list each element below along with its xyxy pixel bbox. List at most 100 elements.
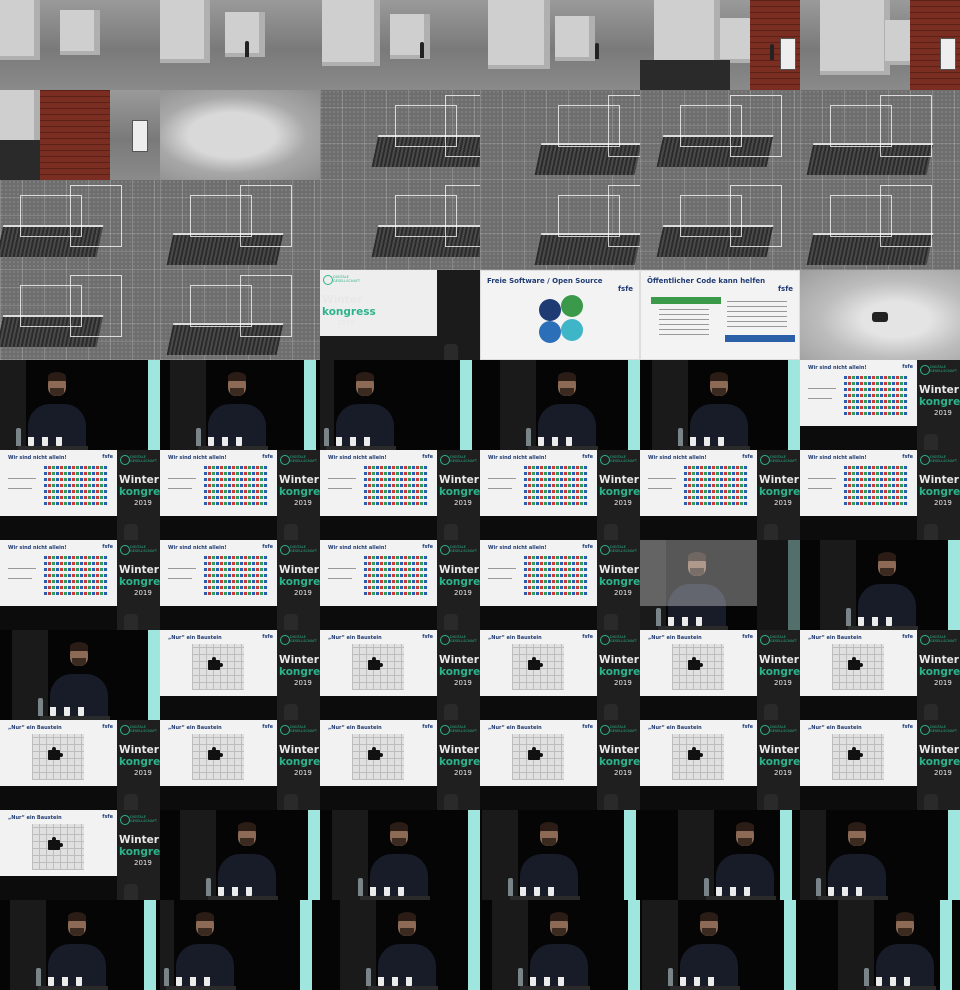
event-org-text: DIGITALE GESELLSCHAFT bbox=[290, 725, 318, 733]
event-org-text: DIGITALE GESELLSCHAFT bbox=[770, 725, 798, 733]
video-frame-tile bbox=[320, 0, 480, 90]
logo-row bbox=[44, 496, 108, 499]
event-year: 2019 bbox=[614, 769, 632, 777]
cup bbox=[406, 977, 412, 986]
event-word-bottom: kongress bbox=[919, 666, 960, 678]
lectern bbox=[866, 986, 936, 990]
logo-row bbox=[844, 484, 908, 487]
text-line bbox=[168, 578, 192, 579]
speaker-beard bbox=[400, 928, 414, 936]
building-shape bbox=[555, 16, 595, 61]
slide-brand: fsfe bbox=[742, 454, 753, 460]
event-logo-icon bbox=[280, 725, 290, 735]
text-line bbox=[808, 478, 836, 479]
event-org-text: DIGITALE GESELLSCHAFT bbox=[610, 725, 638, 733]
water-bottle bbox=[704, 878, 709, 896]
event-org-text: DIGITALE GESELLSCHAFT bbox=[770, 455, 798, 463]
slide-title: Wir sind nicht allein! bbox=[488, 545, 547, 551]
stage-panel bbox=[800, 810, 826, 900]
video-frame-tile bbox=[0, 0, 160, 90]
video-frame-tile: fsfe Wir sind nicht allein! DIGITALE GESEL… bbox=[480, 540, 640, 630]
presentation-slide: fsfe Wir sind nicht allein! bbox=[320, 540, 437, 606]
water-bottle bbox=[16, 428, 21, 446]
cup bbox=[858, 617, 864, 626]
cup bbox=[558, 977, 564, 986]
cup bbox=[828, 887, 834, 896]
logo-row bbox=[44, 472, 108, 475]
speaker-thumbnail bbox=[604, 614, 618, 630]
event-word-bottom: kongress bbox=[599, 666, 640, 678]
slide-footer-area bbox=[480, 786, 597, 810]
event-word-bottom: kongress bbox=[599, 486, 640, 498]
wireframe-box bbox=[190, 285, 252, 327]
event-year: 2019 bbox=[134, 859, 152, 867]
stage-wall bbox=[788, 360, 800, 450]
logo-row bbox=[524, 484, 588, 487]
building-shape bbox=[0, 0, 40, 60]
slide-title: Wir sind nicht allein! bbox=[8, 455, 67, 461]
event-logo-icon bbox=[920, 725, 930, 735]
event-logo-icon bbox=[600, 455, 610, 465]
text-line bbox=[488, 488, 512, 489]
text-line bbox=[727, 326, 787, 327]
logo-row bbox=[44, 586, 108, 589]
slide-brand: fsfe bbox=[102, 814, 113, 820]
cup bbox=[704, 437, 710, 446]
speaker-thumbnail bbox=[604, 704, 618, 720]
event-org-text: DIGITALE GESELLSCHAFT bbox=[770, 635, 798, 643]
person-figure bbox=[770, 44, 774, 60]
logo-row bbox=[44, 502, 108, 505]
person-figure bbox=[245, 41, 249, 57]
event-year: 2019 bbox=[454, 769, 472, 777]
stage-wall bbox=[948, 540, 960, 630]
event-word-top: Winter bbox=[599, 744, 639, 756]
text-line bbox=[328, 568, 356, 569]
speaker-thumbnail bbox=[764, 704, 778, 720]
logo-row bbox=[524, 478, 588, 481]
dark-crowd bbox=[640, 60, 730, 90]
video-frame-tile bbox=[800, 540, 960, 630]
video-frame-tile: fsfe Wir sind nicht allein! DIGITALE GESEL… bbox=[800, 360, 960, 450]
logo-row bbox=[684, 496, 748, 499]
lectern bbox=[166, 986, 236, 990]
speaker-hair bbox=[896, 912, 914, 921]
event-org-text: DIGITALE GESELLSCHAFT bbox=[130, 725, 158, 733]
stage-wall bbox=[148, 360, 160, 450]
slide-footer-area bbox=[640, 516, 757, 540]
speaker-thumbnail bbox=[444, 794, 458, 810]
speaker-hair bbox=[228, 372, 246, 381]
event-org-text: DIGITALE GESELLSCHAFT bbox=[930, 635, 958, 643]
event-word-bottom: kongress bbox=[119, 846, 160, 858]
event-logo-icon bbox=[440, 545, 450, 555]
video-frame-tile bbox=[800, 810, 960, 900]
puzzle-piece-icon bbox=[368, 747, 383, 760]
logo-row bbox=[204, 478, 268, 481]
dark-crowd bbox=[0, 140, 40, 180]
cup bbox=[370, 887, 376, 896]
logo-row bbox=[844, 400, 908, 403]
slide-brand: fsfe bbox=[902, 364, 913, 370]
stage-wall bbox=[460, 360, 472, 450]
event-logo-icon bbox=[120, 725, 130, 735]
text-line bbox=[659, 329, 709, 330]
speaker-beard bbox=[240, 838, 254, 846]
speaker-beard bbox=[392, 838, 406, 846]
stage-panel bbox=[640, 540, 666, 630]
logo-row bbox=[524, 556, 588, 559]
video-frame-tile bbox=[0, 630, 160, 720]
cup bbox=[872, 617, 878, 626]
puzzle-piece-icon bbox=[48, 837, 63, 850]
water-bottle bbox=[508, 878, 513, 896]
wireframe-box bbox=[830, 195, 892, 237]
event-word-bottom: kongress bbox=[119, 576, 160, 588]
lectern bbox=[198, 446, 268, 450]
slide-brand: fsfe bbox=[902, 724, 913, 730]
wireframe-box bbox=[680, 105, 742, 147]
speaker-hair bbox=[558, 372, 576, 381]
event-logo-icon bbox=[280, 635, 290, 645]
slide-footer-area bbox=[640, 786, 757, 810]
event-word-bottom: kongress bbox=[439, 666, 480, 678]
event-year: 2019 bbox=[337, 319, 355, 327]
